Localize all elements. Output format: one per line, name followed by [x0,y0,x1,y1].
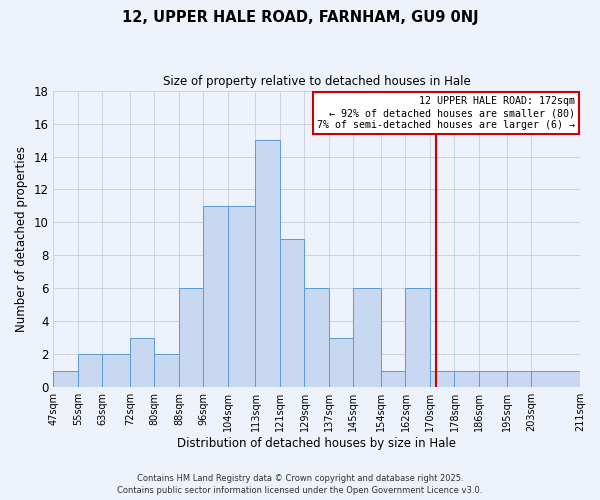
Bar [406,288,430,388]
Bar [329,338,353,388]
Title: Size of property relative to detached houses in Hale: Size of property relative to detached ho… [163,75,470,88]
Bar [506,371,531,388]
Bar [130,338,154,388]
Text: Contains HM Land Registry data © Crown copyright and database right 2025.
Contai: Contains HM Land Registry data © Crown c… [118,474,482,495]
Bar [353,288,381,388]
Bar [280,239,304,388]
Bar [103,354,130,388]
Bar [304,288,329,388]
Bar [203,206,228,388]
Bar [179,288,203,388]
Text: 12, UPPER HALE ROAD, FARNHAM, GU9 0NJ: 12, UPPER HALE ROAD, FARNHAM, GU9 0NJ [122,10,478,25]
Bar [531,371,580,388]
X-axis label: Distribution of detached houses by size in Hale: Distribution of detached houses by size … [177,437,456,450]
Bar [256,140,280,388]
Bar [228,206,256,388]
Bar [454,371,479,388]
Text: 12 UPPER HALE ROAD: 172sqm
← 92% of detached houses are smaller (80)
7% of semi-: 12 UPPER HALE ROAD: 172sqm ← 92% of deta… [317,96,575,130]
Bar [430,371,454,388]
Bar [78,354,103,388]
Bar [479,371,506,388]
Bar [154,354,179,388]
Bar [381,371,406,388]
Y-axis label: Number of detached properties: Number of detached properties [15,146,28,332]
Bar [53,371,78,388]
